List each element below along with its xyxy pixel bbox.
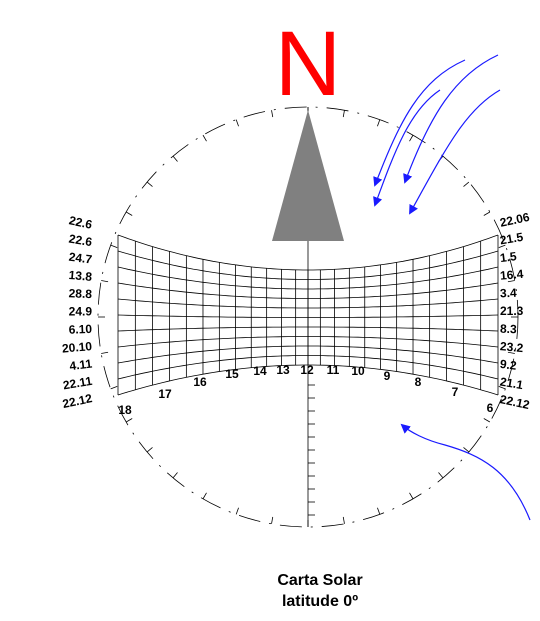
azimuth-tick [483,211,491,216]
azimuth-tick [409,134,414,142]
sun-path-grid [97,106,519,528]
hour-label: 12 [300,363,314,377]
azimuth-tick [483,418,491,423]
date-label: 28.8 [68,286,92,301]
hour-label: 15 [225,367,239,381]
azimuth-tick [507,280,515,283]
date-label: 22.06 [499,210,532,230]
date-label: 1.5 [499,249,518,265]
azimuth-tick [463,447,470,453]
hour-label: 9 [384,369,391,383]
date-label: 3.4 [500,286,518,301]
azimuth-tick [507,351,515,354]
azimuth-tick [235,507,239,515]
azimuth-tick [498,386,506,390]
azimuth-tick [110,244,118,248]
azimuth-tick [463,181,470,187]
date-label: 24.9 [69,305,93,319]
azimuth-tick [235,119,239,127]
hour-label: 16 [193,375,207,389]
azimuth-tick [342,516,345,524]
date-label: 13.8 [68,268,93,284]
date-label: 4.11 [69,356,94,373]
azimuth-tick [377,119,381,127]
date-label: 21.3 [500,304,524,318]
date-label: 6.10 [68,322,92,337]
azimuth-tick [101,280,109,283]
hour-label: 13 [276,363,290,377]
azimuth-tick [271,110,274,118]
azimuth-tick [172,472,178,479]
north-label: N [275,13,341,115]
azimuth-tick [172,155,178,162]
azimuth-tick [409,492,414,500]
date-label: 22.6 [68,213,94,232]
azimuth-tick [125,418,133,423]
azimuth-tick [125,211,133,216]
caption-title: Carta Solar [277,572,362,589]
date-label: 21.5 [499,230,525,248]
caption-subtitle: latitude 0º [282,593,358,610]
hour-label: 10 [351,364,365,378]
azimuth-tick [202,134,207,142]
date-label: 24.7 [68,250,93,267]
azimuth-tick [377,507,381,515]
north-arrow [272,110,344,241]
date-label: 9.2 [499,357,518,373]
hour-label: 14 [253,364,267,378]
date-label: 16.4 [499,267,524,283]
wind-arrows [373,54,531,521]
hour-label: 7 [452,385,459,399]
date-label: 20.10 [61,339,92,355]
hour-label: 17 [158,387,172,401]
date-label: 22.6 [68,232,94,250]
hour-label: 18 [118,403,132,417]
azimuth-tick [438,472,444,479]
hour-label: 6 [487,401,494,415]
azimuth-tick [202,492,207,500]
azimuth-tick [146,181,153,187]
azimuth-tick [146,447,153,453]
date-label: 22.11 [62,374,94,393]
azimuth-tick [498,244,506,248]
date-label: 8.3 [500,322,518,337]
azimuth-tick [101,351,109,354]
azimuth-tick [271,516,274,524]
azimuth-tick [342,110,345,118]
date-label: 22.12 [61,391,94,411]
hour-label: 8 [415,375,422,389]
azimuth-tick [110,386,118,390]
date-label: 23.2 [499,339,524,355]
hour-label: 11 [327,363,340,377]
date-label: 22.12 [499,392,532,412]
date-label: 21.1 [499,374,525,392]
